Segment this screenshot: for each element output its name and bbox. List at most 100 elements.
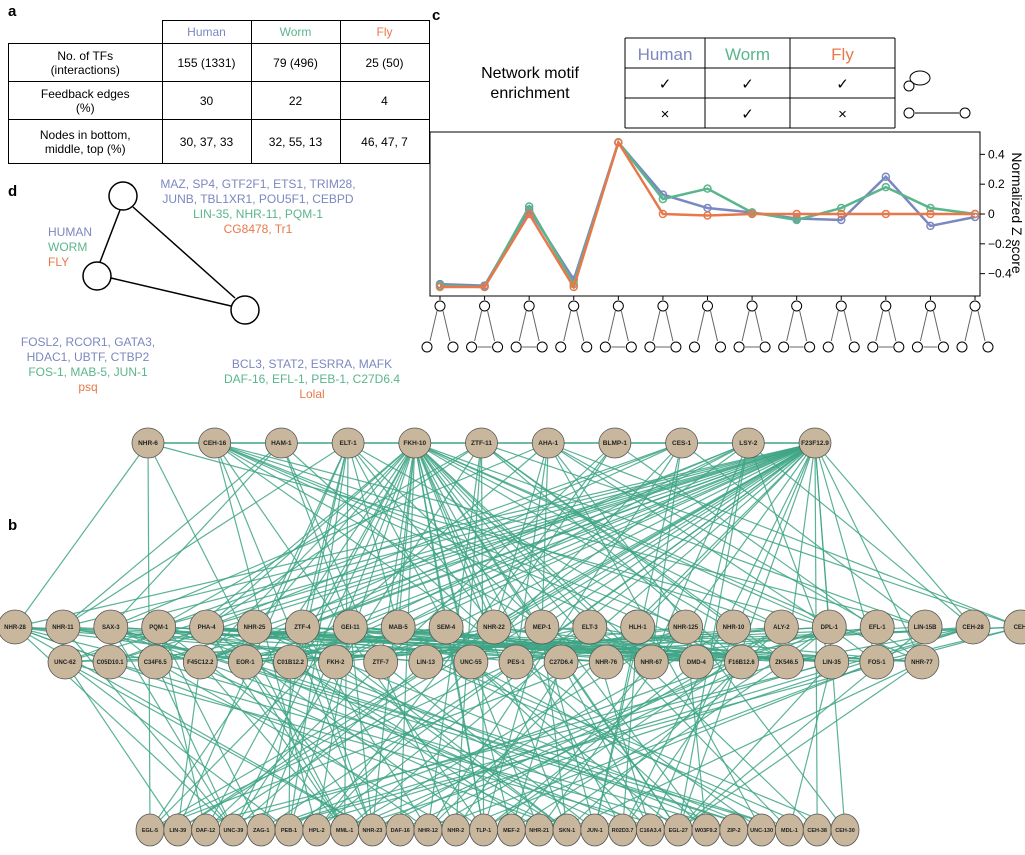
edge — [515, 442, 549, 663]
edge — [206, 442, 816, 628]
gene-node — [227, 644, 263, 680]
gene-node — [363, 644, 399, 680]
motif-icon — [911, 300, 949, 353]
gene-node — [620, 609, 656, 645]
marker — [480, 282, 489, 292]
gene-node — [665, 427, 698, 459]
edge — [290, 661, 568, 831]
gene-label: HAM-1 — [271, 440, 292, 447]
gene-node — [45, 609, 81, 645]
edge — [155, 661, 734, 831]
hier-node — [108, 181, 138, 211]
motif-node — [867, 341, 879, 353]
gene-label: NHR-11 — [52, 625, 74, 631]
edge — [199, 442, 416, 663]
motif-node — [893, 341, 905, 353]
header-cell: Worm — [725, 45, 770, 64]
edge — [350, 442, 816, 628]
gene-node — [716, 609, 751, 645]
gene-node — [588, 644, 624, 680]
motif-node — [421, 341, 433, 353]
gene-node — [679, 644, 714, 680]
cell: 79 (496) — [250, 43, 341, 82]
motif-icon — [822, 300, 860, 353]
edge — [158, 442, 816, 628]
edge — [397, 442, 816, 628]
gene-label: UNC-39 — [223, 828, 243, 834]
cell: × — [838, 106, 847, 123]
header-cell: Human — [161, 20, 252, 44]
motif-node — [434, 300, 446, 312]
edge — [814, 442, 923, 663]
motif-edge — [607, 310, 629, 348]
motif-node — [822, 341, 834, 353]
motif-node — [479, 300, 491, 312]
edge — [288, 626, 974, 831]
edge — [64, 661, 290, 831]
motif-edge — [652, 310, 674, 348]
gene-node — [798, 427, 832, 459]
gene-label: C05D10.1 — [97, 660, 125, 666]
gene-label: DMD-4 — [687, 660, 707, 666]
motif-node — [715, 341, 726, 353]
gene-label: F23F12.9 — [801, 440, 829, 447]
gene-label: HLH-1 — [629, 625, 647, 631]
motif-edge — [474, 310, 496, 348]
gene-label: ZIP-2 — [727, 828, 740, 834]
motif-icon — [867, 300, 905, 353]
gene-label: EGL-5 — [142, 828, 158, 834]
gene-node — [198, 427, 232, 459]
edge — [14, 626, 156, 663]
edge — [425, 661, 818, 831]
motif-node — [492, 341, 504, 353]
gene-label: NHR-21 — [529, 828, 549, 834]
gene-label: NHR-12 — [418, 828, 438, 834]
motif-node — [644, 341, 656, 353]
motif-node — [625, 341, 637, 353]
marker — [837, 203, 846, 213]
gene-label: NHR-23 — [362, 828, 382, 834]
header-cell: Fly — [831, 45, 854, 64]
motif-node — [702, 300, 713, 312]
gene-label: F16B12.6 — [728, 660, 755, 666]
edge — [14, 442, 816, 628]
gene-label: NHR-6 — [138, 440, 158, 447]
edge — [64, 661, 679, 831]
gene-label: DAF-16 — [391, 828, 410, 834]
marker — [569, 282, 578, 292]
edge — [566, 661, 923, 831]
gene-label: C01B12.2 — [277, 660, 305, 666]
motif-node — [670, 341, 682, 353]
gene-label: CEH-30 — [835, 828, 855, 834]
gene-label: MEP-1 — [533, 625, 552, 631]
motif-icon — [421, 300, 459, 353]
edge — [110, 626, 762, 831]
cell: 25 (50) — [339, 43, 430, 82]
motif-node — [599, 341, 611, 353]
gene-node — [531, 427, 565, 459]
edge — [154, 661, 234, 831]
gene-label: MML-1 — [336, 828, 353, 834]
legend-text: WORM — [48, 240, 87, 254]
icon — [959, 107, 971, 119]
gene-node — [907, 609, 943, 645]
gene-list: MAZ, SP4, GTF2F1, ETS1, TRIM28, JUNB, TBL… — [160, 177, 355, 206]
gene-label: BLMP-1 — [603, 440, 628, 447]
edge — [62, 442, 282, 628]
cell: 32, 55, 13 — [250, 119, 341, 164]
gene-list: CG8478, Tr1 — [224, 222, 293, 236]
chart-title: Network motif enrichment — [481, 65, 579, 102]
marker — [658, 209, 668, 219]
network: NHR-6 CEH-16 HAM-1 ELT-1 FKH-10 ZTF-11 AHA-1 BL… — [0, 427, 1025, 847]
edge — [788, 661, 833, 831]
edge — [622, 661, 742, 831]
motif-node — [924, 300, 936, 312]
gene-label: LIN-39 — [169, 828, 186, 834]
motif-node — [447, 341, 459, 353]
gene-label: ZTF-7 — [373, 660, 390, 666]
header-cell: Fly — [339, 20, 430, 44]
edge — [149, 626, 351, 831]
cell — [8, 20, 162, 44]
motif-node — [804, 341, 816, 353]
